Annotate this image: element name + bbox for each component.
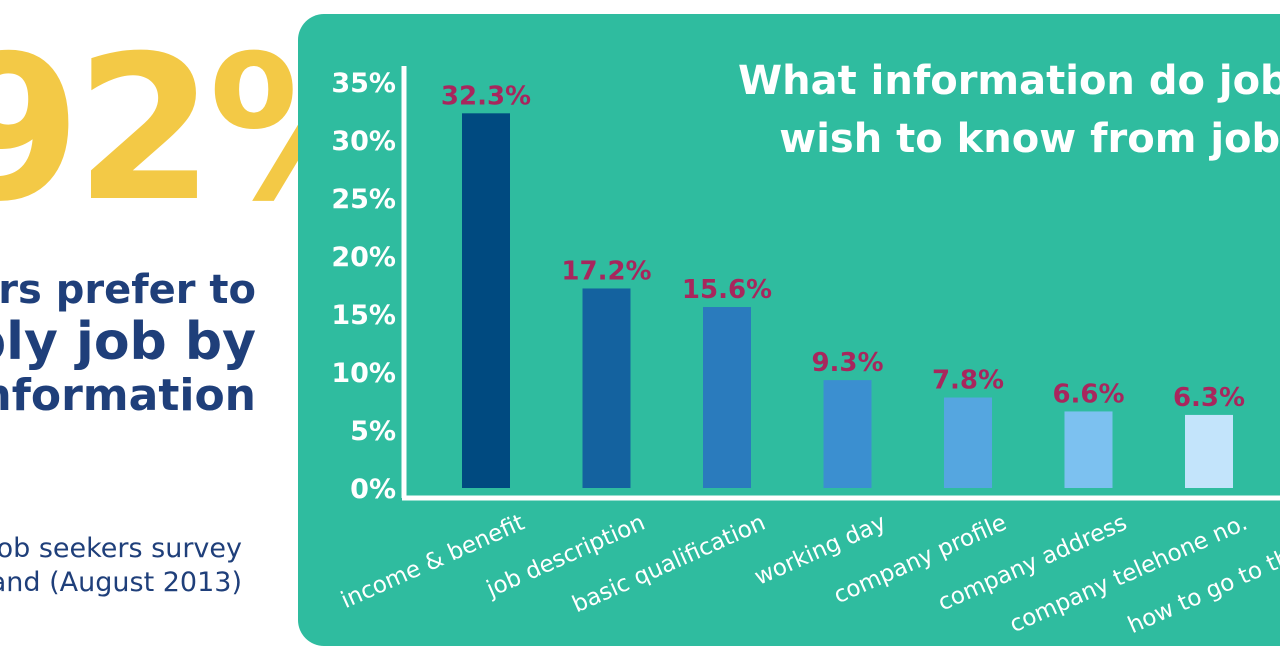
chart-title-line-2: wish to know from job ads? [779,116,1280,162]
y-tick-label: 30% [331,126,396,157]
y-tick-label: 35% [331,68,396,99]
y-tick-label: 10% [331,358,396,389]
x-tick-label: basic qualification [569,510,770,618]
bar-value-label: 7.8% [932,366,1004,396]
y-tick-label: 15% [331,300,396,331]
y-tick-label: 20% [331,242,396,273]
bar-chart: 0%5%10%15%20%25%30%35% 32.3%income & bene… [331,66,1280,639]
chart-panel: 0% 5% 10% 15% 20% 25% 30% 35% 32.3% income & bene… [298,14,1280,646]
bar [823,380,872,488]
bar-value-label: 17.2% [561,256,651,286]
chart-title-line-1: What information do job seekers [738,58,1280,104]
bar [462,113,510,488]
source-line-1: Thai job seekers survey [0,533,242,564]
source-note: Thai job seekers survey Jobthailand (Aug… [0,532,242,600]
y-tick-label: 0% [350,474,396,505]
headline-line-2: apply job by [0,311,256,372]
y-tick-label: 5% [350,416,396,447]
y-tick-label: 25% [331,184,396,215]
bar-value-label: 6.6% [1052,379,1124,409]
bar-value-label: 32.3% [441,81,531,111]
big-stat: 92% [0,13,300,246]
bar-value-label: 6.3% [1173,383,1245,413]
bar [703,307,751,488]
source-line-2: Jobthailand (August 2013) [0,566,242,598]
bar [582,288,631,488]
bar-value-label: 15.6% [682,275,772,305]
bar [944,397,992,488]
headline-line-3: Income information [0,370,256,422]
bar-value-label: 9.3% [811,348,883,378]
bar [1064,411,1113,488]
summary-panel: 92% Job seekers prefer to apply job by I… [0,0,300,660]
headline-line-1: Job seekers prefer to [0,267,256,313]
chart-title: What information do job seekers wish to … [738,52,1280,168]
bar [1185,414,1233,488]
headline: Job seekers prefer to apply job by Incom… [0,267,256,422]
